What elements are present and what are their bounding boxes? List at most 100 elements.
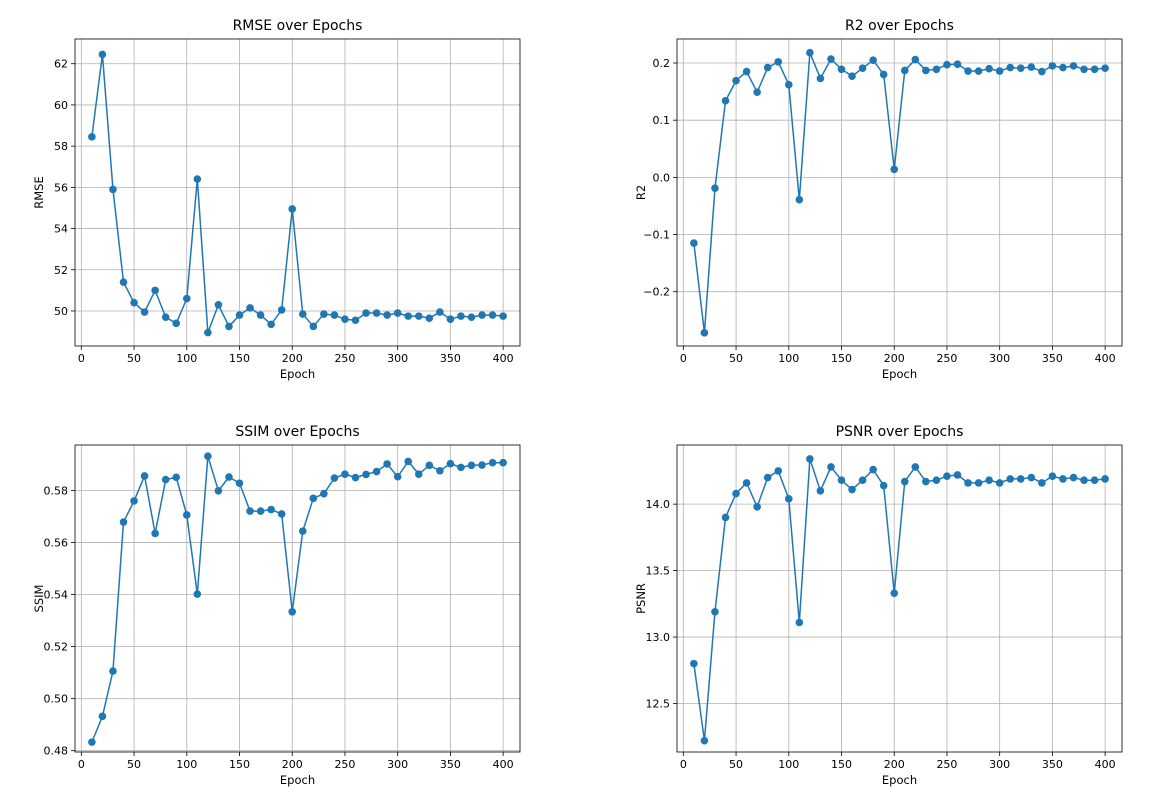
data-point [130,298,138,307]
data-point [499,458,507,467]
data-point [235,311,244,319]
y-axis-label: PSNR [634,583,648,614]
data-point [869,56,877,64]
data-point [182,294,191,303]
data-point [1027,63,1036,71]
data-point [753,502,761,511]
x-tick-label: 200 [884,352,905,365]
data-point [277,510,286,518]
y-axis-label: RMSE [32,176,46,208]
axes-frame [676,444,1123,753]
data-point [1048,472,1057,481]
y-tick-label: 0.0 [653,171,671,184]
x-tick-label: 200 [282,758,303,771]
data-point [288,607,297,616]
data-point [1048,62,1057,70]
data-point [784,495,793,503]
data-point [858,476,867,485]
data-point [98,50,107,59]
data-point [130,497,138,505]
series-line [91,455,504,743]
data-point [700,736,709,745]
data-point [932,476,941,485]
x-tick-label: 50 [127,758,141,771]
chart-title: SSIM over Epochs [235,424,359,440]
data-point [848,485,856,494]
data-point [414,312,423,320]
data-point [488,458,497,467]
data-point [774,467,783,475]
data-point [1080,476,1088,485]
data-point [911,55,920,64]
data-point [1101,475,1109,483]
chart-title: R2 over Epochs [845,18,954,34]
data-point [488,311,497,319]
x-tick-label: 0 [78,758,85,771]
x-tick-label: 300 [989,758,1010,771]
x-tick-label: 250 [334,758,355,771]
data-point [88,133,96,141]
x-tick-label: 150 [831,352,852,365]
data-point [1016,475,1025,483]
data-point [806,455,814,463]
data-point [943,60,951,69]
x-tick-label: 300 [387,758,408,771]
data-point [1090,476,1099,485]
x-tick-label: 0 [680,352,687,365]
x-tick-label: 400 [493,352,514,365]
subplot-3: 0 50 100 150 200 250 300 350 400 0.48 0.50 0.52 0.54… [32,424,521,787]
data-point [806,48,814,57]
data-point [478,311,486,319]
data-point [372,309,381,317]
data-point [446,459,455,468]
data-point [267,505,275,514]
x-tick-label: 250 [334,352,355,365]
data-point [1006,475,1015,483]
y-tick-label: 60 [54,99,68,112]
data-point [985,476,993,485]
subplot-4: 0 50 100 150 200 250 300 350 400 12.5 13.0 13.5 14.0… [634,424,1123,787]
data-point [320,310,328,318]
data-point [330,311,339,319]
y-tick-label: 58 [54,140,68,153]
y-tick-label: 13.0 [646,631,671,644]
data-point [161,475,170,484]
x-tick-label: 400 [493,758,514,771]
y-tick-label: 0.1 [653,114,671,127]
data-point [204,328,212,337]
series-line [693,458,1106,742]
y-axis-label: R2 [634,185,648,200]
data-point [436,308,444,316]
data-point [436,466,444,475]
data-point [763,63,772,72]
y-tick-label: 50 [54,305,68,318]
data-point [869,465,877,474]
data-point [1059,63,1067,72]
data-point [362,309,370,317]
data-point [235,479,244,488]
data-point [457,312,465,320]
x-tick-label: 100 [176,758,197,771]
data-point [932,65,941,74]
x-tick-label: 350 [440,352,461,365]
data-point [690,659,698,668]
data-point [298,527,307,535]
data-point [1027,473,1036,482]
data-point [320,489,328,498]
data-point [383,311,391,319]
data-point [341,470,349,478]
data-point [119,278,128,286]
data-point [330,474,339,482]
data-point [372,467,381,476]
data-point [837,476,846,485]
data-point [922,66,930,75]
axes-frame [676,38,1123,347]
data-point [890,165,899,174]
y-tick-label: −0.1 [643,229,670,242]
data-point [816,487,825,495]
chart-title: PSNR over Epochs [836,424,964,440]
data-point [182,511,191,519]
data-point [784,80,793,89]
data-point [193,175,202,183]
y-tick-label: 62 [54,58,68,71]
